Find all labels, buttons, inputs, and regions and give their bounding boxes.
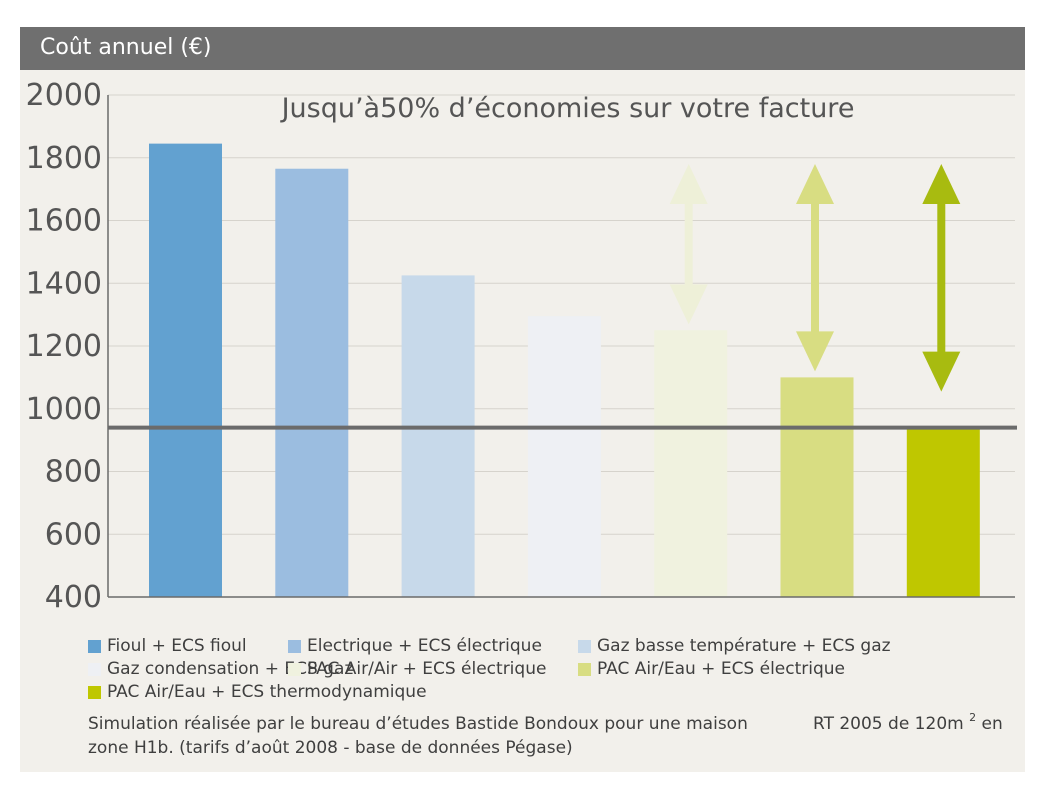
y-tick-label: 1400 xyxy=(26,266,102,301)
bar-7 xyxy=(906,429,980,597)
savings-arrows xyxy=(669,164,961,392)
legend-item: PAC Air/Eau + ECS électrique xyxy=(578,659,845,679)
legend-label: Electrique + ECS électrique xyxy=(307,636,542,656)
legend-row: PAC Air/Eau + ECS thermodynamique xyxy=(88,682,1018,705)
legend-item: PAC Air/Air + ECS électrique xyxy=(288,659,546,679)
bar-1 xyxy=(149,143,222,597)
bar-2 xyxy=(275,168,349,597)
legend-label: PAC Air/Eau + ECS thermodynamique xyxy=(107,682,427,702)
bar-3 xyxy=(401,275,475,597)
y-tick-label: 1000 xyxy=(26,392,102,427)
legend-swatch xyxy=(288,639,301,653)
y-tick-labels: 2000 1800 1600 1400 1200 1000 800 600 400 xyxy=(26,78,102,615)
legend-row: Gaz condensation + ECS gaz PAC Air/Air + … xyxy=(88,659,1018,682)
bars xyxy=(149,143,980,597)
y-tick-label: 1200 xyxy=(26,329,102,364)
y-tick-label: 2000 xyxy=(26,78,102,113)
footnote-line-1: Simulation réalisée par le bureau d’étud… xyxy=(88,714,748,734)
savings-arrow-2 xyxy=(796,164,834,372)
savings-arrow-1 xyxy=(669,164,708,325)
footnote: Simulation réalisée par le bureau d’étud… xyxy=(88,711,1018,760)
footnote-rt: RT 2005 de 120m xyxy=(813,714,964,734)
legend-swatch xyxy=(288,662,301,676)
chart-header-title: Coût annuel (€) xyxy=(40,35,212,60)
y-tick-label: 1600 xyxy=(26,204,102,239)
legend-swatch xyxy=(578,662,591,676)
bar-6 xyxy=(780,377,854,597)
legend-swatch xyxy=(88,662,101,676)
y-tick-label: 800 xyxy=(45,455,102,490)
y-tick-label: 600 xyxy=(45,517,102,552)
footnote-end: en xyxy=(981,714,1003,734)
legend-row: Fioul + ECS fioul Electrique + ECS électr… xyxy=(88,636,1018,659)
legend: Fioul + ECS fioul Electrique + ECS électr… xyxy=(88,636,1018,705)
legend-item: Fioul + ECS fioul xyxy=(88,636,247,656)
legend-swatch xyxy=(578,639,591,653)
footnote-sup: 2 xyxy=(969,711,977,724)
chart-title: Jusqu’à50% d’économies sur votre facture xyxy=(280,93,855,124)
legend-label: Fioul + ECS fioul xyxy=(107,636,247,656)
chart-header: Coût annuel (€) xyxy=(20,27,1025,70)
legend-item: PAC Air/Eau + ECS thermodynamique xyxy=(88,682,427,702)
bar-5 xyxy=(654,330,728,597)
legend-label: PAC Air/Eau + ECS électrique xyxy=(597,659,846,679)
legend-label: Gaz basse température + ECS gaz xyxy=(597,636,891,656)
savings-arrow-3 xyxy=(922,164,961,392)
legend-swatch xyxy=(88,639,101,653)
legend-swatch xyxy=(88,685,101,699)
y-tick-label: 400 xyxy=(45,580,102,615)
legend-label: PAC Air/Air + ECS électrique xyxy=(307,659,547,679)
legend-item: Electrique + ECS électrique xyxy=(288,636,542,656)
y-tick-label: 1800 xyxy=(26,141,102,176)
bar-4 xyxy=(527,316,601,597)
footnote-line-2: zone H1b. (tarifs d’août 2008 - base de … xyxy=(88,738,573,758)
legend-item: Gaz basse température + ECS gaz xyxy=(578,636,891,656)
